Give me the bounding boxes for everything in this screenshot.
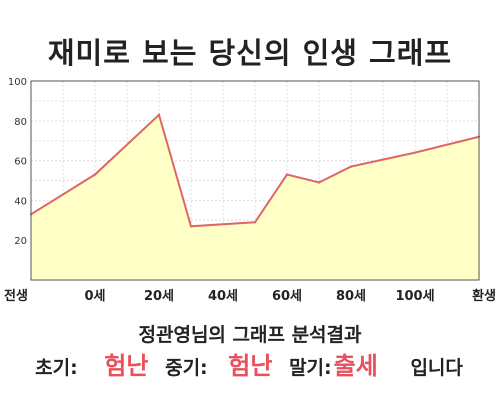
result-summary: 초기: 험난 중기: 험난 말기:출세 입니다 [0,346,500,381]
x-tick-label: 60세 [272,289,302,304]
x-axis-ticks: 전생 0세 20세 40세 60세 80세 100세 환생 [4,288,496,304]
page-title: 재미로 보는 당신의 인생 그래프 [47,36,453,70]
late-value: 출세 [333,352,378,380]
data-point [285,173,289,176]
data-point [349,165,353,168]
x-tick-label: 80세 [336,289,366,304]
middle-value: 험난 [228,352,273,380]
data-point [93,173,97,176]
result-heading: 정관영님의 그래프 분석결과 [138,324,362,346]
late-label: 말기: [289,357,332,379]
y-tick-label: 100 [8,77,27,88]
data-point [189,225,193,228]
life-graph-chart: 20 40 60 80 100 전생 0세 20세 40세 60세 80세 100세 환생 [4,77,496,304]
x-tick-label: 40세 [208,289,238,304]
data-point [157,113,161,117]
x-tick-label: 100세 [395,289,434,304]
y-axis-ticks: 20 40 60 80 100 [8,77,27,247]
area-fill [31,114,479,280]
x-tick-label: 20세 [144,289,174,304]
x-tick-label: 전생 [4,288,28,304]
middle-label: 중기: [165,357,208,379]
y-tick-label: 80 [14,117,27,128]
data-point [413,151,417,154]
series-line [30,112,480,228]
early-value: 험난 [104,352,149,380]
plot-frame [30,80,480,281]
y-tick-label: 40 [14,196,27,207]
data-point [253,221,257,224]
result-suffix: 입니다 [410,357,463,379]
y-tick-label: 60 [14,157,27,168]
early-label: 초기: [35,357,78,379]
y-tick-label: 20 [14,236,27,247]
data-point [317,181,321,184]
x-tick-label: 환생 [472,288,496,304]
x-tick-label: 0세 [84,289,105,304]
